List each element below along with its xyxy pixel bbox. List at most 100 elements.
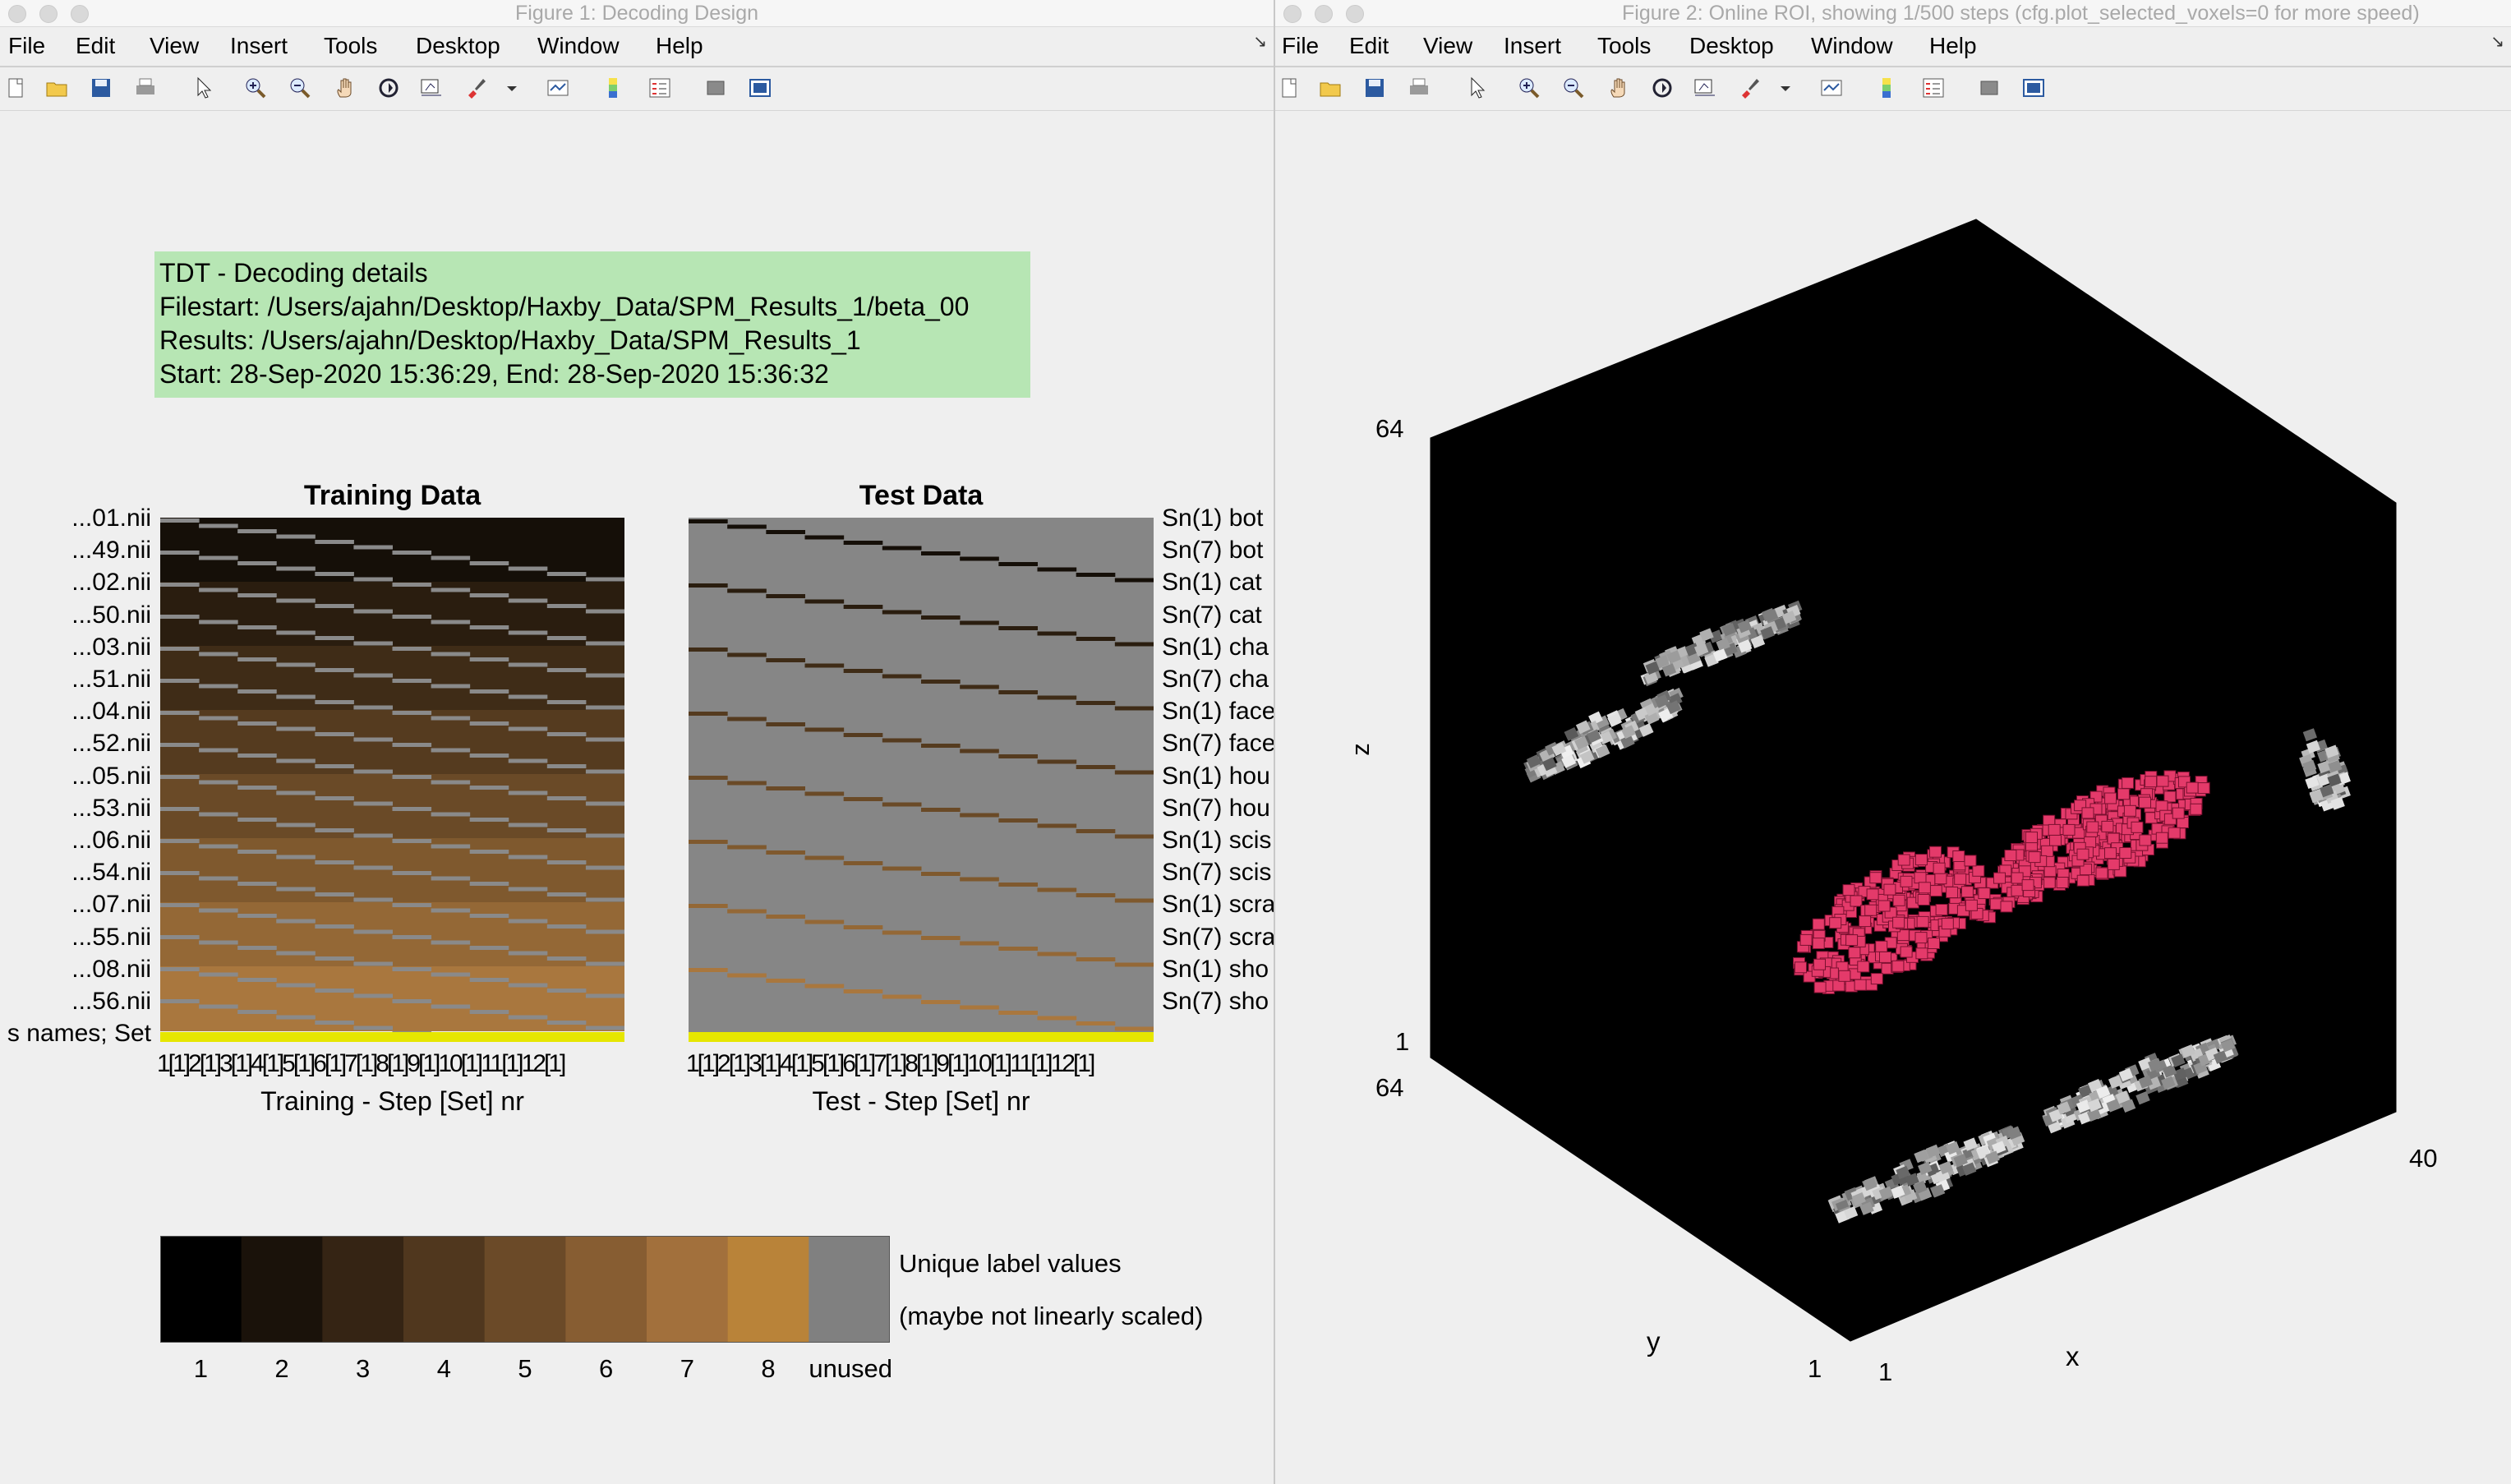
training-step-mark [315,828,354,832]
training-step-mark [315,668,354,672]
colorbar-icon[interactable] [1875,76,1900,100]
save-icon[interactable] [1362,76,1387,100]
menu-window[interactable]: Window [537,33,620,58]
print-icon[interactable] [1407,76,1431,100]
brush-icon[interactable] [463,76,488,100]
roi-voxel [2028,851,2041,864]
training-step-mark [585,673,624,678]
close-window-button[interactable] [8,5,26,23]
projection-voxel [1712,648,1728,662]
undock-arrow-icon[interactable]: ↘ [1253,33,1267,51]
hide-plot-tools-icon[interactable] [703,76,728,100]
roi-voxel [2107,858,2120,870]
training-step-mark [353,1025,393,1030]
zoom-in-icon[interactable] [243,76,268,100]
dropdown-arrow-icon[interactable] [1773,76,1798,100]
save-icon[interactable] [89,76,113,100]
print-icon[interactable] [133,76,158,100]
pointer-icon[interactable] [1464,76,1489,100]
menu-insert[interactable]: Insert [230,33,288,58]
menu-help[interactable]: Help [1929,33,1977,58]
training-step-mark [585,865,624,870]
menu-view[interactable]: View [150,33,200,58]
projection-voxel [1896,1165,1910,1180]
link-plot-icon[interactable] [1819,76,1844,100]
training-step-mark [315,1021,354,1025]
zoom-window-button[interactable] [71,5,89,23]
zoom-out-icon[interactable] [1561,76,1586,100]
zoom-window-button[interactable] [1346,5,1364,23]
projection-voxel [1985,1150,2000,1164]
menubar: File Edit View Insert Tools Desktop Wind… [0,28,1274,67]
menu-view[interactable]: View [1423,33,1473,58]
menu-desktop[interactable]: Desktop [416,33,500,58]
menu-help[interactable]: Help [656,33,703,58]
data-cursor-icon[interactable] [1693,76,1717,100]
rotate-3d-icon[interactable] [1650,76,1675,100]
training-step-mark [199,844,238,849]
menu-insert[interactable]: Insert [1504,33,1562,58]
zoom-out-icon[interactable] [288,76,312,100]
roi-voxel [2056,877,2069,888]
test-step-mark [689,904,728,908]
training-step-mark [160,647,200,651]
rotate-3d-icon[interactable] [376,76,401,100]
test-step-mark [998,1011,1038,1015]
new-figure-icon[interactable] [3,76,28,100]
open-file-icon[interactable] [44,76,69,100]
projection-voxel [2086,1108,2102,1122]
info-line-results: Results: /Users/ajahn/Desktop/Haxby_Data… [159,325,861,355]
roi-voxel [1928,938,1940,949]
dropdown-arrow-icon[interactable] [500,76,524,100]
pan-hand-icon[interactable] [334,76,358,100]
menu-edit[interactable]: Edit [76,33,116,58]
hide-plot-tools-icon[interactable] [1977,76,2002,100]
colorbar-icon[interactable] [601,76,626,100]
pan-hand-icon[interactable] [1607,76,1632,100]
training-step-mark [315,956,354,961]
roi-3d-plot[interactable] [1275,115,2511,1397]
training-step-mark [508,951,548,956]
training-band [160,646,624,711]
roi-voxel [2122,777,2135,789]
legend-icon[interactable] [647,76,672,100]
menu-edit[interactable]: Edit [1349,33,1389,58]
training-step-mark [353,929,393,934]
row-label-condition: Sn(1) scis [1162,827,1272,854]
roi-cluster-left [1793,846,1987,994]
menu-window[interactable]: Window [1811,33,1893,58]
training-step-mark [469,657,509,661]
menu-tools[interactable]: Tools [324,33,378,58]
projection-voxel [1575,720,1591,735]
menu-file[interactable]: File [8,33,46,58]
menu-tools[interactable]: Tools [1597,33,1652,58]
projection-voxel [2302,728,2317,742]
training-step-mark [546,700,587,704]
menu-desktop[interactable]: Desktop [1689,33,1774,58]
row-label-file: ...52.nii [71,730,151,758]
row-label-file: ...07.nii [71,891,151,919]
new-figure-icon[interactable] [1277,76,1302,100]
close-window-button[interactable] [1283,5,1302,23]
projection-voxel [2076,1099,2091,1113]
training-step-mark [431,555,471,560]
zoom-in-icon[interactable] [1517,76,1541,100]
data-cursor-icon[interactable] [419,76,444,100]
training-step-mark [392,679,432,683]
minimize-window-button[interactable] [39,5,58,23]
brush-icon[interactable] [1737,76,1762,100]
show-plot-tools-icon[interactable] [748,76,772,100]
menu-file[interactable]: File [1282,33,1320,58]
training-step-mark [431,620,471,624]
link-plot-icon[interactable] [546,76,570,100]
pointer-icon[interactable] [191,76,215,100]
roi-voxel [1812,938,1825,950]
minimize-window-button[interactable] [1315,5,1333,23]
show-plot-tools-icon[interactable] [2021,76,2046,100]
training-step-mark [469,721,509,726]
training-step-mark [353,993,393,998]
undock-arrow-icon[interactable]: ↘ [2490,33,2504,51]
legend-icon[interactable] [1921,76,1946,100]
open-file-icon[interactable] [1318,76,1343,100]
test-xticks: 1[1]2[1]3[1]4[1]5[1]6[1]7[1]8[1]9[1]10[1… [686,1050,1095,1077]
